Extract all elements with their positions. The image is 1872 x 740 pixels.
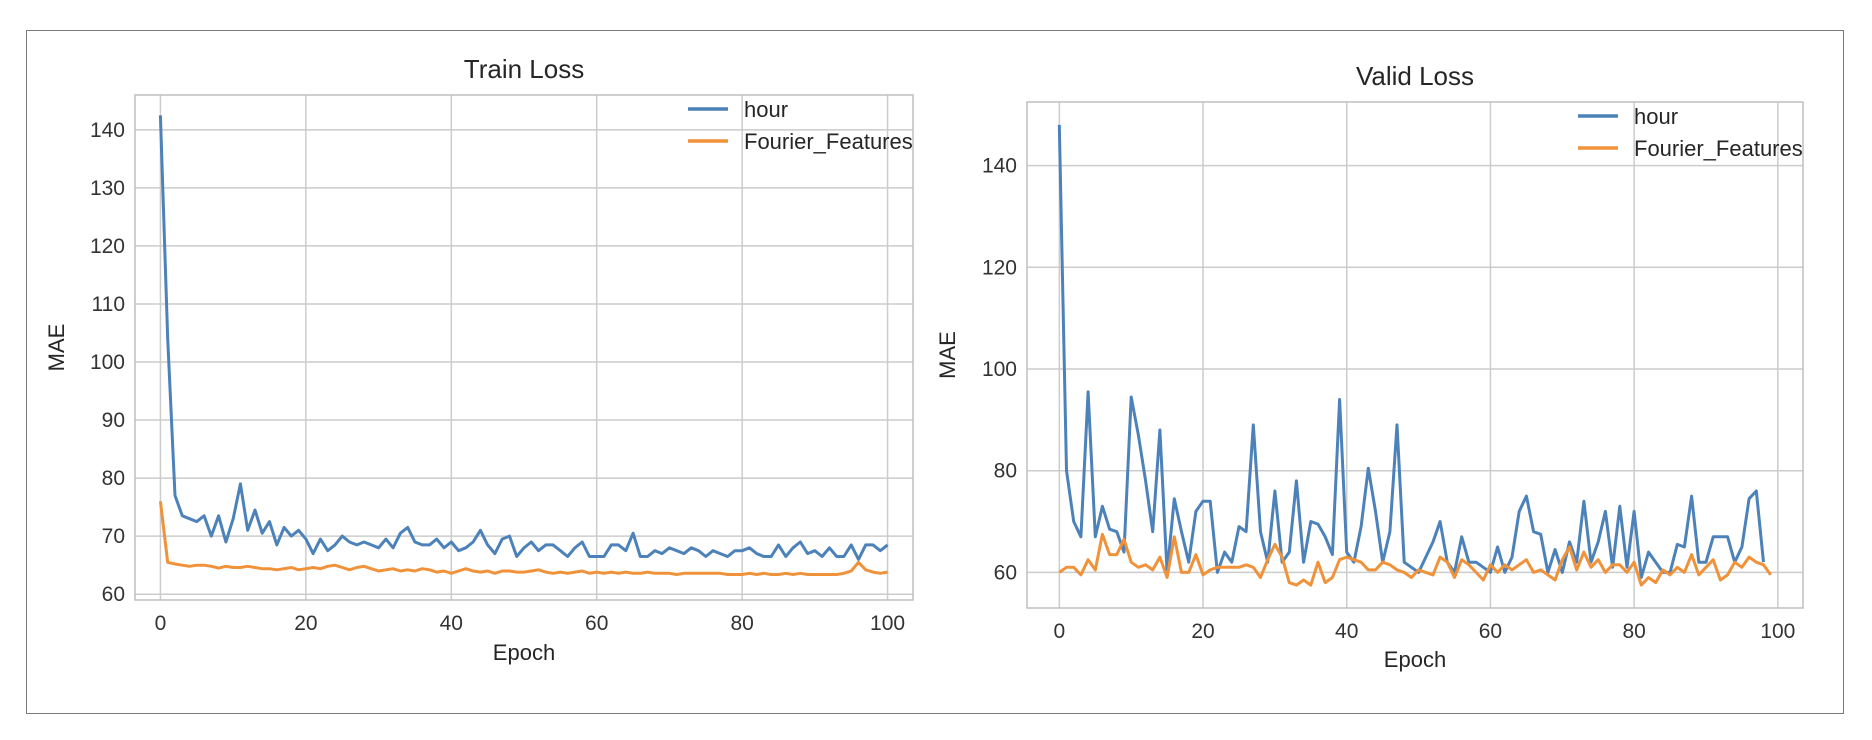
plot-border bbox=[134, 94, 914, 601]
y-tick-label: 80 bbox=[102, 467, 125, 490]
plot-area bbox=[135, 95, 913, 600]
series-line bbox=[158, 501, 888, 576]
chart-title: Train Loss bbox=[464, 54, 584, 84]
series-fourier-features bbox=[158, 501, 888, 576]
y-axis-label: MAE bbox=[44, 324, 69, 372]
series-hour bbox=[1057, 124, 1765, 579]
legend-label: Fourier_Features bbox=[1634, 136, 1803, 161]
y-tick-label: 70 bbox=[102, 525, 125, 548]
series-line bbox=[158, 115, 889, 561]
x-tick-label: 40 bbox=[1335, 620, 1358, 643]
x-axis-label: Epoch bbox=[1384, 647, 1446, 672]
legend-label: hour bbox=[744, 97, 788, 122]
y-tick-label: 100 bbox=[982, 358, 1017, 381]
x-tick-label: 80 bbox=[1622, 620, 1645, 643]
gridlines bbox=[135, 95, 913, 600]
y-tick-label: 90 bbox=[102, 409, 125, 432]
y-tick-label: 100 bbox=[90, 351, 125, 374]
plot-border bbox=[1026, 101, 1804, 609]
y-tick-label: 120 bbox=[90, 235, 125, 258]
y-tick-label: 60 bbox=[994, 561, 1017, 584]
x-tick-label: 100 bbox=[1760, 620, 1795, 643]
y-tick-label: 120 bbox=[982, 256, 1017, 279]
x-tick-label: 40 bbox=[440, 612, 463, 635]
chart-title: Valid Loss bbox=[1356, 61, 1474, 91]
y-tick-label: 140 bbox=[982, 155, 1017, 178]
y-tick-label: 60 bbox=[102, 583, 125, 606]
x-tick-label: 60 bbox=[585, 612, 608, 635]
chart-2: 0 20 40 60 80 100 60 80 100 120 140 Valid Loss Epoch… bbox=[935, 61, 1804, 672]
x-tick-label: 20 bbox=[294, 612, 317, 635]
plot-area bbox=[1027, 102, 1803, 608]
series-hour bbox=[158, 115, 889, 561]
series-line bbox=[1058, 532, 1772, 587]
y-tick-label: 110 bbox=[92, 293, 125, 316]
x-tick-label: 100 bbox=[870, 612, 905, 635]
x-tick-label: 0 bbox=[155, 612, 167, 635]
x-tick-label: 60 bbox=[1479, 620, 1502, 643]
x-tick-label: 80 bbox=[730, 612, 753, 635]
chart-1: 0 20 40 60 80 100 60 70 80 90 100 110 120 130 140 Train… bbox=[44, 54, 914, 665]
legend-label: Fourier_Features bbox=[744, 129, 913, 154]
y-tick-label: 140 bbox=[90, 119, 125, 142]
y-tick-label: 80 bbox=[994, 460, 1017, 483]
y-tick-label: 130 bbox=[90, 177, 125, 200]
series-fourier-features bbox=[1058, 532, 1772, 587]
y-axis-label: MAE bbox=[935, 331, 960, 379]
x-axis-label: Epoch bbox=[493, 640, 555, 665]
legend: hour Fourier_Features bbox=[1578, 104, 1803, 161]
series-line bbox=[1057, 124, 1765, 579]
legend-label: hour bbox=[1634, 104, 1678, 129]
legend: hour Fourier_Features bbox=[688, 97, 913, 154]
x-tick-label: 0 bbox=[1053, 620, 1065, 643]
x-tick-label: 20 bbox=[1191, 620, 1214, 643]
